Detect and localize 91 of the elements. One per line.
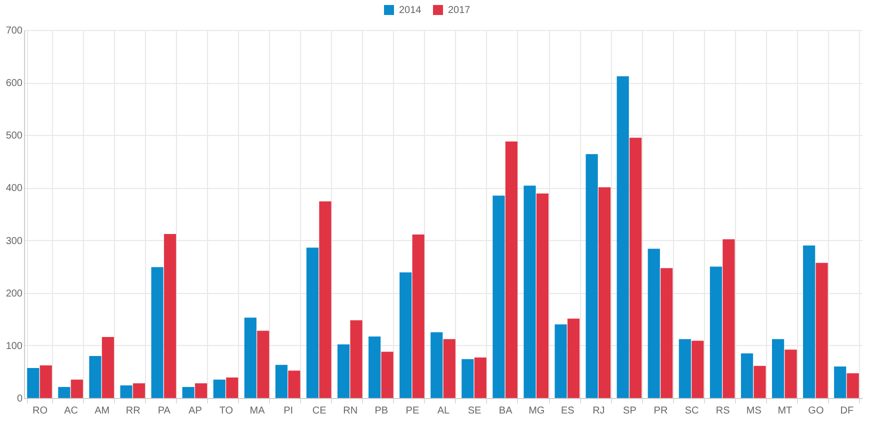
bar xyxy=(430,332,443,398)
bar xyxy=(598,187,611,398)
bar xyxy=(505,141,518,398)
x-tick-label: TO xyxy=(219,406,234,416)
bar xyxy=(27,368,40,398)
x-tick-label: SC xyxy=(684,406,699,416)
x-tick-label: MA xyxy=(250,406,266,416)
x-tick-label: CE xyxy=(312,406,327,416)
bar xyxy=(40,365,52,398)
bar xyxy=(648,248,660,398)
bar xyxy=(492,196,505,398)
x-tick-label: AL xyxy=(437,406,450,416)
bar xyxy=(368,336,381,398)
bar xyxy=(58,386,70,398)
bar xyxy=(412,234,424,398)
y-tick-label: 100 xyxy=(6,340,23,352)
bar xyxy=(443,339,456,398)
bar xyxy=(257,330,270,398)
bar xyxy=(816,262,828,398)
bar xyxy=(834,366,846,398)
bar xyxy=(244,318,256,398)
x-tick-label: AP xyxy=(188,406,202,416)
legend-label: 2017 xyxy=(448,5,471,16)
bar xyxy=(754,366,766,398)
bar xyxy=(722,239,735,398)
bar xyxy=(226,377,238,398)
bar xyxy=(319,201,332,398)
x-tick-label: SP xyxy=(623,406,637,416)
x-tick-label: AM xyxy=(94,406,110,416)
bar xyxy=(536,193,549,398)
x-tick-label: AC xyxy=(64,406,78,416)
bar xyxy=(630,138,642,398)
bar xyxy=(740,353,754,398)
bar xyxy=(710,266,722,398)
bar xyxy=(120,385,132,398)
x-tick-label: RN xyxy=(343,406,358,416)
y-tick-label: 0 xyxy=(16,394,23,404)
bar xyxy=(151,267,164,398)
bar xyxy=(554,324,567,398)
y-tick-label: 300 xyxy=(6,236,23,247)
bar xyxy=(474,358,486,398)
y-tick-label: 600 xyxy=(6,78,23,90)
bar xyxy=(586,154,598,398)
bar xyxy=(195,383,208,398)
x-tick-label: RO xyxy=(32,406,48,416)
bar xyxy=(102,337,114,398)
bar xyxy=(182,386,194,398)
bar xyxy=(89,356,102,398)
x-tick-label: PI xyxy=(284,406,294,416)
x-tick-label: PA xyxy=(158,406,171,416)
y-tick-label: 400 xyxy=(6,183,23,194)
bar xyxy=(678,339,691,398)
y-tick-label: 200 xyxy=(6,288,23,300)
legend-label: 2014 xyxy=(399,5,422,16)
bar xyxy=(306,248,319,398)
x-tick-label: SE xyxy=(468,406,482,416)
x-tick-label: RJ xyxy=(592,406,605,416)
bar xyxy=(381,352,394,398)
x-tick-label: MG xyxy=(528,406,545,416)
bar xyxy=(567,318,580,398)
x-tick-label: RS xyxy=(716,406,730,416)
x-tick-label: PE xyxy=(406,406,420,416)
bar xyxy=(213,380,226,398)
bar xyxy=(164,234,176,398)
bar xyxy=(350,320,362,398)
x-tick-label: MT xyxy=(778,406,792,416)
y-tick-label: 500 xyxy=(6,130,23,142)
bar xyxy=(784,350,797,398)
x-tick-label: DF xyxy=(840,406,854,416)
bar xyxy=(288,370,300,398)
bar xyxy=(337,344,350,398)
x-tick-label: RR xyxy=(126,406,140,416)
bar xyxy=(275,364,288,398)
x-tick-label: BA xyxy=(498,406,513,416)
bar xyxy=(660,268,673,398)
bar xyxy=(846,373,859,398)
bar xyxy=(692,340,704,398)
bar xyxy=(803,246,816,398)
x-tick-label: PB xyxy=(374,406,388,416)
x-tick-label: PR xyxy=(654,406,668,416)
bar xyxy=(132,383,146,398)
x-tick-label: MS xyxy=(746,406,762,416)
bar xyxy=(772,339,784,398)
bar xyxy=(524,186,536,398)
y-tick-label: 700 xyxy=(6,26,23,36)
bar xyxy=(70,380,83,398)
x-tick-label: GO xyxy=(808,406,824,416)
bar xyxy=(462,359,474,398)
x-tick-label: ES xyxy=(560,406,575,416)
bar xyxy=(616,76,629,398)
bar xyxy=(400,272,412,398)
